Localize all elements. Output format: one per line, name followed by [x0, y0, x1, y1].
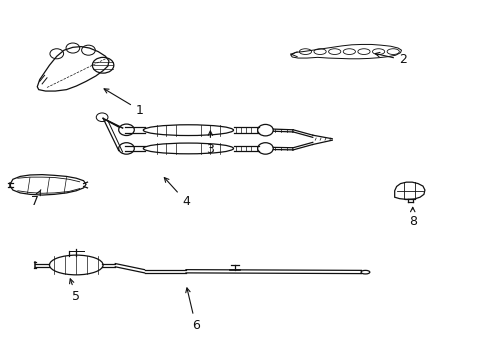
Text: 8: 8 [408, 207, 416, 228]
Text: 5: 5 [69, 279, 80, 303]
Text: 6: 6 [185, 288, 199, 332]
Text: 2: 2 [374, 53, 406, 66]
Text: 7: 7 [31, 190, 41, 208]
Text: 4: 4 [164, 177, 189, 208]
Text: 3: 3 [206, 131, 214, 156]
Text: 1: 1 [104, 89, 143, 117]
